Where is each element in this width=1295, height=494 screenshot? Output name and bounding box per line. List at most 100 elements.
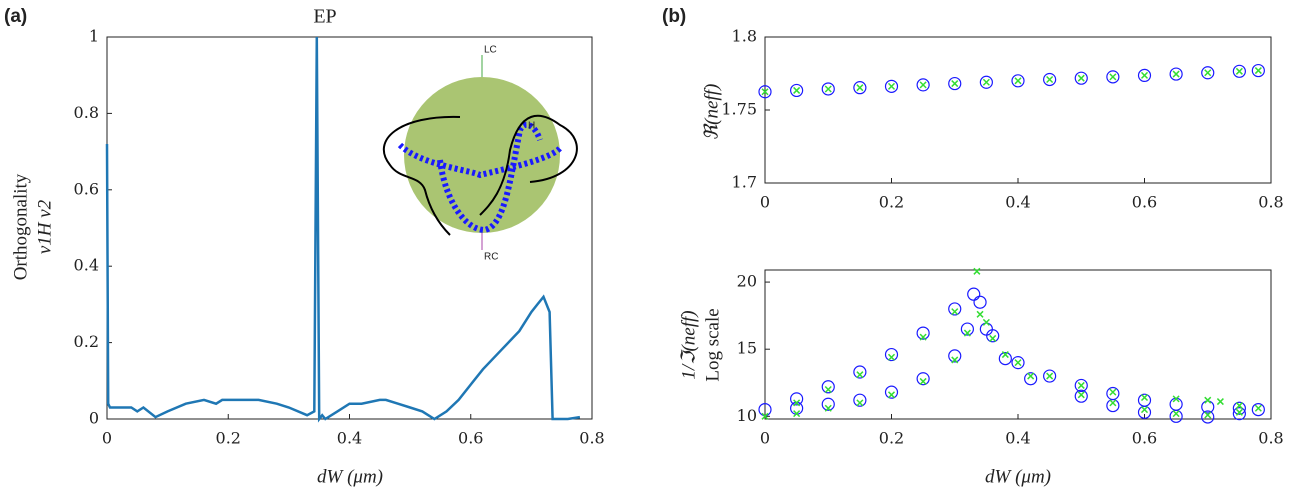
circle-marker xyxy=(1106,398,1120,413)
inset: LC H RC xyxy=(383,45,578,263)
cross-marker xyxy=(1014,77,1022,85)
cross-marker xyxy=(963,329,971,337)
x-tick-label: 0.6 xyxy=(458,429,483,448)
circle-marker xyxy=(916,372,930,386)
circle-marker xyxy=(884,385,899,399)
circle-marker xyxy=(967,287,981,301)
cross-marker xyxy=(824,85,832,93)
circle-marker xyxy=(1043,72,1057,87)
cross-marker xyxy=(1204,396,1212,404)
circle-marker xyxy=(916,78,930,92)
cross-marker xyxy=(1172,70,1180,78)
y-tick-label: 0 xyxy=(89,409,99,428)
cross-marker xyxy=(982,318,990,326)
circle-marker xyxy=(1232,407,1246,421)
x-tick-label: 0 xyxy=(102,429,112,448)
y-axis-label: ℜ(neff) xyxy=(701,84,722,141)
cross-marker xyxy=(1077,391,1085,399)
circle-marker xyxy=(1169,67,1183,81)
circle-marker xyxy=(1011,74,1025,88)
cross-marker xyxy=(1172,395,1180,403)
circle-marker xyxy=(821,82,835,96)
cross-marker xyxy=(951,308,959,316)
cross-marker xyxy=(887,353,896,361)
inset-trace xyxy=(437,121,543,234)
circle-marker xyxy=(1251,403,1265,417)
circle-marker xyxy=(853,365,867,379)
x-axis-label: dW (μm) xyxy=(985,466,1051,487)
circle-marker xyxy=(790,83,804,98)
circle-marker xyxy=(1232,401,1246,415)
cross-marker xyxy=(793,399,801,407)
cross-marker xyxy=(1046,75,1054,84)
inset-label: RC xyxy=(484,252,498,263)
y-axis-label: Orthogonality xyxy=(10,173,31,280)
cross-marker xyxy=(856,84,864,92)
circle-marker xyxy=(986,329,1000,343)
circle-marker xyxy=(884,347,899,362)
circle-marker xyxy=(948,76,962,91)
circle-marker xyxy=(790,392,804,406)
x-axis-label: dW (μm) xyxy=(317,466,383,487)
y-tick-label: 0.8 xyxy=(74,103,99,122)
inset-trace xyxy=(397,142,563,179)
circle-marker xyxy=(1169,409,1183,423)
circle-marker xyxy=(1251,63,1265,78)
x-tick-label: 0.4 xyxy=(1005,429,1030,448)
circle-marker xyxy=(884,79,899,93)
inset-arrow xyxy=(479,114,578,216)
circle-marker xyxy=(948,349,962,363)
circle-marker xyxy=(948,302,962,316)
cross-marker xyxy=(951,80,959,88)
cross-marker xyxy=(919,333,927,341)
cross-marker xyxy=(919,377,927,385)
x-tick-label: 0.4 xyxy=(337,429,362,448)
x-tick-label: 0.2 xyxy=(216,429,241,448)
cross-marker xyxy=(1109,388,1117,396)
x-tick-label: 0.8 xyxy=(1258,193,1283,212)
cross-marker xyxy=(973,267,981,275)
plot-frame xyxy=(764,36,1272,184)
x-tick-label: 0.6 xyxy=(1132,429,1157,448)
circle-marker xyxy=(1201,410,1215,424)
circle-marker xyxy=(790,401,804,415)
x-tick-label: 0 xyxy=(760,429,770,448)
y-tick-label: 0.4 xyxy=(74,256,99,275)
circle-marker xyxy=(1106,70,1120,84)
inset-label: H xyxy=(528,121,535,132)
cross-marker xyxy=(989,334,997,342)
cross-marker xyxy=(1172,410,1180,418)
cross-marker xyxy=(761,412,769,420)
cross-marker xyxy=(887,82,896,90)
panel-label: (a) xyxy=(4,6,27,27)
cross-marker xyxy=(1235,402,1243,410)
cross-marker xyxy=(1140,406,1149,414)
y-axis-label: Log scale xyxy=(702,308,723,381)
circle-marker xyxy=(1137,405,1152,419)
x-tick-label: 0.8 xyxy=(579,429,604,448)
inset-sphere xyxy=(404,77,560,233)
circle-marker xyxy=(1201,66,1215,80)
circle-marker xyxy=(1024,372,1038,386)
y-tick-label: 1.75 xyxy=(721,100,757,119)
y-axis-label: v1H v2 xyxy=(34,199,55,254)
circle-marker xyxy=(1232,64,1246,78)
circle-marker xyxy=(1074,389,1088,403)
cross-marker xyxy=(1140,393,1149,402)
x-tick-label: 0.8 xyxy=(1258,429,1283,448)
circle-marker xyxy=(821,380,835,394)
y-tick-label: 1.7 xyxy=(732,173,757,192)
cross-marker xyxy=(1014,359,1022,367)
circle-marker xyxy=(1043,369,1057,383)
y-axis-label: 1/ℑ(neff) xyxy=(678,310,699,379)
y-tick-label: 1 xyxy=(89,27,99,46)
y-tick-label: 0.2 xyxy=(74,332,99,351)
cross-marker xyxy=(1235,67,1243,75)
circle-marker xyxy=(1106,386,1120,401)
x-tick-label: 0.4 xyxy=(1005,193,1030,212)
circle-marker xyxy=(979,75,993,89)
cross-marker xyxy=(1109,399,1117,407)
y-tick-label: 15 xyxy=(737,339,757,358)
cross-marker xyxy=(919,81,927,89)
cross-marker xyxy=(951,356,959,364)
